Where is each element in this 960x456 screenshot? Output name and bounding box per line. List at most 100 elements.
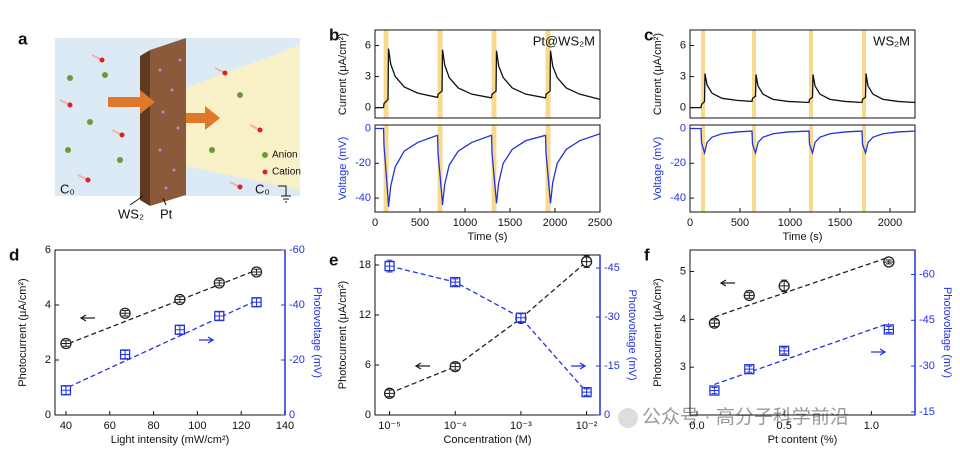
membrane-side: [140, 50, 150, 206]
watermark-icon: [618, 408, 638, 428]
trend-line: [61, 298, 259, 391]
highlight: [862, 125, 866, 212]
cations: [67, 57, 268, 190]
error-bar: [581, 388, 592, 396]
y-tick-label: 18: [359, 259, 371, 271]
y2-tick-label: -30: [919, 360, 935, 372]
x-axis-label: Pt content (%): [768, 434, 838, 446]
arrow: [79, 314, 95, 322]
error-bar: [709, 387, 720, 395]
x-tick-label: 10⁻²: [576, 420, 598, 432]
watermark: 公众号 · 高分子科学前沿: [642, 406, 849, 428]
y2-tick-label: 0: [604, 409, 610, 421]
y-tick-label: 12: [359, 309, 371, 321]
trend-line: [714, 322, 890, 386]
x-tick-label: 10⁻⁴: [444, 420, 467, 432]
y-tick-label: 0: [680, 102, 686, 114]
panel-label: e: [329, 250, 338, 269]
y-tick-label: 6: [45, 244, 51, 256]
y-axis-label: Voltage (mV): [337, 137, 349, 201]
error-bar: [581, 255, 592, 268]
line: [690, 127, 916, 156]
concentration-left: C₀: [60, 181, 75, 196]
error-bar: [450, 362, 461, 371]
panel-label: b: [329, 25, 339, 44]
ground: [278, 185, 291, 203]
x-tick-label: 1500: [828, 217, 852, 229]
highlight: [752, 30, 756, 118]
error-bar: [251, 297, 262, 307]
anions: [65, 72, 268, 163]
x-tick-label: 1000: [778, 217, 802, 229]
light-beam: [180, 45, 300, 190]
x-tick-label: 2000: [543, 217, 567, 229]
y-tick-label: 0: [45, 409, 51, 421]
x-tick-label: 140: [276, 420, 294, 432]
line: [690, 73, 916, 109]
highlight: [437, 30, 443, 118]
legend-cation: Cation: [272, 167, 301, 178]
y2-tick-label: -30: [604, 311, 620, 323]
y-tick-label: 6: [680, 39, 686, 51]
connect-line: [389, 265, 588, 393]
axes-frame: [689, 249, 916, 416]
error-bar: [174, 325, 185, 335]
x-tick-label: 0: [687, 217, 693, 229]
error-bar: [779, 279, 790, 293]
y-tick-label: 6: [365, 359, 371, 371]
panel-label: a: [18, 29, 28, 48]
arrow: [414, 362, 430, 370]
arrow: [871, 348, 887, 356]
annotation: WS₂M: [873, 33, 910, 48]
arrow: [199, 336, 215, 344]
highlight: [545, 30, 551, 118]
error-bar: [883, 325, 894, 333]
highlight: [809, 30, 813, 118]
cation-tails: [59, 54, 259, 187]
y-axis-label: Voltage (mV): [652, 137, 664, 201]
error-bar: [779, 347, 790, 355]
axes-frame: [689, 29, 916, 119]
y2-tick-label: -60: [919, 268, 935, 280]
y2-tick-label: -20: [289, 354, 305, 366]
x-tick-label: 2000: [878, 217, 902, 229]
y-tick-label: 2: [45, 354, 51, 366]
y-tick-label: 0: [365, 409, 371, 421]
y-tick-label: 4: [45, 299, 51, 311]
x-tick-label: 1000: [453, 217, 477, 229]
x-tick-label: 1500: [498, 217, 522, 229]
error-bar: [450, 278, 461, 286]
x-tick-label: 40: [60, 420, 72, 432]
error-bar: [60, 340, 71, 347]
y-axis-label: Photocurrent (μA/cm²): [337, 281, 349, 389]
axes-frame: [54, 249, 286, 416]
membrane: [150, 38, 186, 206]
pointer: [162, 197, 167, 206]
x-tick-label: 10⁻⁵: [378, 420, 401, 432]
x-tick-label: 60: [104, 420, 116, 432]
error-bar: [251, 268, 262, 276]
y-axis-label: Photocurrent (μA/cm²): [652, 278, 664, 386]
error-bar: [214, 279, 225, 287]
y-tick-label: 5: [680, 265, 686, 277]
arrow: [571, 362, 587, 370]
highlight: [491, 30, 497, 118]
error-bar: [120, 349, 131, 360]
x-axis-label: Time (s): [468, 231, 508, 243]
x-tick-label: 500: [411, 217, 429, 229]
panel-label: d: [9, 245, 19, 264]
y-tick-label: 4: [680, 313, 686, 325]
highlight: [862, 30, 866, 118]
y2-tick-label: -45: [604, 262, 620, 274]
x-axis-label: Light intensity (mW/cm²): [111, 434, 230, 446]
legend-anion: Anion: [272, 150, 298, 161]
highlight: [701, 125, 705, 212]
y-tick-label: 0: [365, 102, 371, 114]
y-tick-label: 6: [365, 39, 371, 51]
label-ws2: WS₂: [118, 206, 144, 221]
arrow: [186, 106, 220, 130]
x-axis-label: Time (s): [783, 231, 823, 243]
y2-tick-label: -60: [289, 244, 305, 256]
arrow: [108, 90, 155, 114]
